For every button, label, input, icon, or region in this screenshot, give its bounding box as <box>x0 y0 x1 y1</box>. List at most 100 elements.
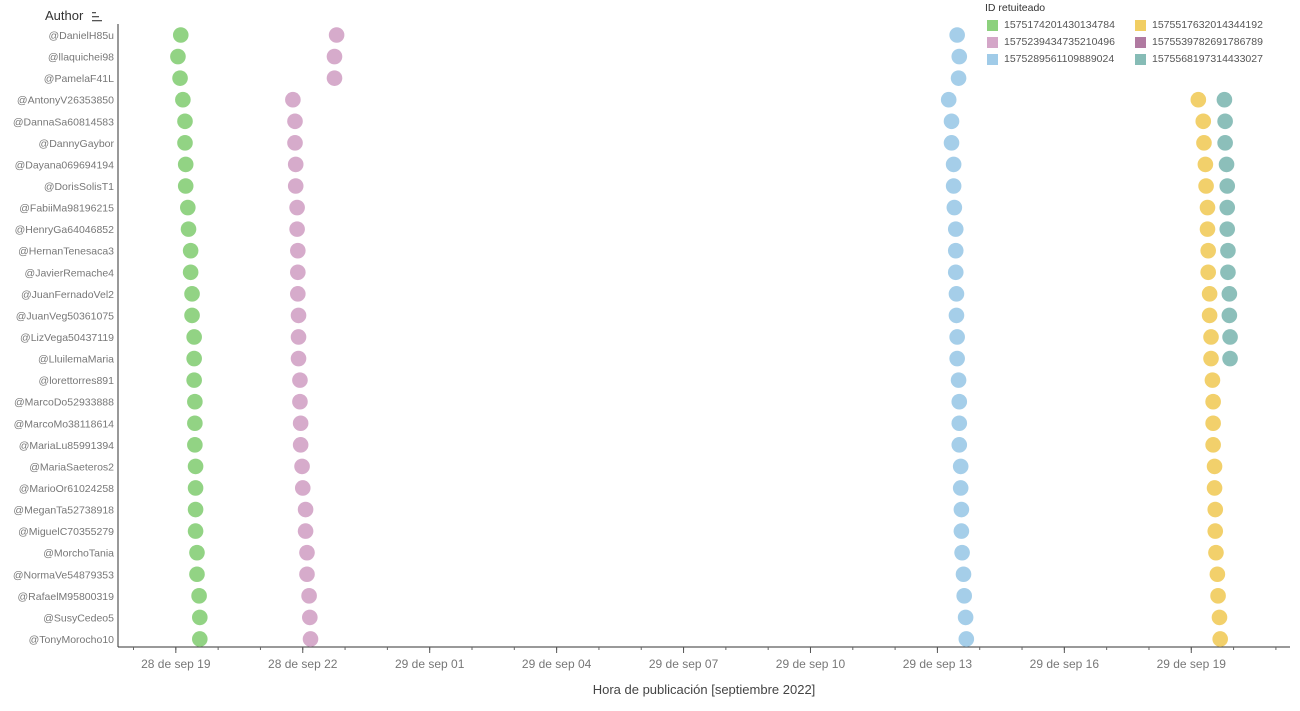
data-point-1575568197314433027-@LizVega50437119[interactable] <box>1222 329 1238 345</box>
data-point-1575289561109889024-@TonyMorocho10[interactable] <box>958 631 975 647</box>
data-point-1575239434735210496-@LluilemaMaria[interactable] <box>290 350 307 367</box>
data-point-1575174201430134784-@DannaSa60814583[interactable] <box>177 113 193 130</box>
data-point-1575174201430134784-@MorchoTania[interactable] <box>189 544 205 561</box>
legend-item[interactable]: 1575517632014344192 <box>1135 19 1263 31</box>
data-point-1575239434735210496-@PamelaF41L[interactable] <box>326 70 343 86</box>
data-point-1575289561109889024-@JuanVeg50361075[interactable] <box>948 307 965 324</box>
data-point-1575239434735210496-@MiguelC70355279[interactable] <box>297 523 314 539</box>
data-point-1575239434735210496-@RafaelM95800319[interactable] <box>301 588 317 604</box>
data-point-1575289561109889024-@AntonyV26353850[interactable] <box>940 91 957 108</box>
data-point-1575568197314433027-@LluilemaMaria[interactable] <box>1222 350 1238 367</box>
data-point-1575239434735210496-@DannyGaybor[interactable] <box>287 135 303 151</box>
data-point-1575517632014344192-@JavierRemache4[interactable] <box>1200 264 1216 281</box>
data-point-1575174201430134784-@LizVega50437119[interactable] <box>186 329 202 345</box>
data-point-1575289561109889024-@MorchoTania[interactable] <box>954 544 970 561</box>
data-point-1575239434735210496-@MarcoDo52933888[interactable] <box>292 393 308 410</box>
data-point-1575568197314433027-@DannaSa60814583[interactable] <box>1217 113 1233 130</box>
legend-item[interactable]: 1575174201430134784 <box>987 19 1115 31</box>
data-point-1575174201430134784-@MariaSaeteros2[interactable] <box>187 458 204 475</box>
data-point-1575289561109889024-@HenryGa64046852[interactable] <box>947 221 964 237</box>
legend-item[interactable]: 1575239434735210496 <box>987 36 1115 48</box>
data-point-1575174201430134784-@MarcoDo52933888[interactable] <box>187 393 203 410</box>
data-point-1575517632014344192-@NormaVe54879353[interactable] <box>1209 566 1226 583</box>
data-point-1575568197314433027-@JavierRemache4[interactable] <box>1220 264 1236 281</box>
data-point-1575174201430134784-@llaquichei98[interactable] <box>170 48 186 65</box>
data-point-1575517632014344192-@MarcoMo38118614[interactable] <box>1205 415 1221 432</box>
data-point-1575289561109889024-@PamelaF41L[interactable] <box>950 70 967 86</box>
data-point-1575517632014344192-@TonyMorocho10[interactable] <box>1212 631 1228 647</box>
data-point-1575174201430134784-@DorisSolisT1[interactable] <box>177 178 194 194</box>
data-point-1575174201430134784-@FabiiMa98196215[interactable] <box>180 199 196 216</box>
data-point-1575239434735210496-@MariaLu85991394[interactable] <box>292 437 309 453</box>
data-point-1575289561109889024-@JuanFernadoVel2[interactable] <box>948 286 965 302</box>
data-point-1575289561109889024-@MariaLu85991394[interactable] <box>951 437 968 453</box>
data-point-1575174201430134784-@AntonyV26353850[interactable] <box>175 91 191 108</box>
data-point-1575517632014344192-@MariaSaeteros2[interactable] <box>1206 458 1223 475</box>
data-point-1575174201430134784-@LluilemaMaria[interactable] <box>186 350 202 367</box>
legend-item[interactable]: 1575289561109889024 <box>987 53 1114 65</box>
data-point-1575174201430134784-@MarioOr61024258[interactable] <box>187 480 204 496</box>
data-point-1575517632014344192-@MeganTa52738918[interactable] <box>1207 501 1224 518</box>
data-point-1575174201430134784-@JuanFernadoVel2[interactable] <box>184 286 200 302</box>
data-point-1575289561109889024-@MarioOr61024258[interactable] <box>952 480 969 496</box>
data-point-1575174201430134784-@DanielH85u[interactable] <box>172 27 189 43</box>
data-point-1575517632014344192-@MarioOr61024258[interactable] <box>1206 480 1223 496</box>
data-point-1575517632014344192-@DannyGaybor[interactable] <box>1196 135 1212 151</box>
data-point-1575289561109889024-@LizVega50437119[interactable] <box>949 329 965 345</box>
data-point-1575517632014344192-@Dayana069694194[interactable] <box>1197 156 1214 173</box>
data-point-1575289561109889024-@MarcoDo52933888[interactable] <box>951 393 968 410</box>
data-point-1575517632014344192-@MariaLu85991394[interactable] <box>1205 437 1221 453</box>
data-point-1575517632014344192-@lorettorres891[interactable] <box>1204 372 1221 388</box>
data-point-1575517632014344192-@HernanTenesaca3[interactable] <box>1200 242 1216 259</box>
data-point-1575289561109889024-@Dayana069694194[interactable] <box>945 156 962 173</box>
data-point-1575174201430134784-@lorettorres891[interactable] <box>186 372 202 388</box>
data-point-1575568197314433027-@DorisSolisT1[interactable] <box>1219 178 1236 194</box>
data-point-1575568197314433027-@HernanTenesaca3[interactable] <box>1220 242 1236 259</box>
data-point-1575174201430134784-@MarcoMo38118614[interactable] <box>187 415 203 432</box>
data-point-1575239434735210496-@TonyMorocho10[interactable] <box>302 631 319 647</box>
data-point-1575239434735210496-@MarioOr61024258[interactable] <box>294 480 311 496</box>
data-point-1575239434735210496-@AntonyV26353850[interactable] <box>285 91 301 108</box>
data-point-1575289561109889024-@HernanTenesaca3[interactable] <box>947 242 964 259</box>
data-point-1575174201430134784-@PamelaF41L[interactable] <box>172 70 188 86</box>
data-point-1575517632014344192-@MorchoTania[interactable] <box>1208 544 1224 561</box>
data-point-1575289561109889024-@FabiiMa98196215[interactable] <box>946 199 963 216</box>
data-point-1575239434735210496-@NormaVe54879353[interactable] <box>299 566 315 583</box>
data-point-1575239434735210496-@Dayana069694194[interactable] <box>287 156 304 173</box>
data-point-1575174201430134784-@MariaLu85991394[interactable] <box>187 437 203 453</box>
data-point-1575239434735210496-@DorisSolisT1[interactable] <box>287 178 304 194</box>
data-point-1575568197314433027-@JuanFernadoVel2[interactable] <box>1221 286 1238 302</box>
data-point-1575289561109889024-@NormaVe54879353[interactable] <box>955 566 972 583</box>
data-point-1575239434735210496-@MeganTa52738918[interactable] <box>297 501 314 518</box>
data-point-1575174201430134784-@MeganTa52738918[interactable] <box>187 501 204 518</box>
data-point-1575174201430134784-@SusyCedeo5[interactable] <box>192 609 208 626</box>
data-point-1575239434735210496-@SusyCedeo5[interactable] <box>302 609 318 626</box>
data-point-1575239434735210496-@MarcoMo38118614[interactable] <box>292 415 309 432</box>
data-point-1575239434735210496-@DannaSa60814583[interactable] <box>287 113 303 130</box>
data-point-1575289561109889024-@llaquichei98[interactable] <box>951 48 968 65</box>
data-point-1575568197314433027-@DannyGaybor[interactable] <box>1217 135 1233 151</box>
sort-icon[interactable] <box>92 10 102 22</box>
data-point-1575174201430134784-@JuanVeg50361075[interactable] <box>184 307 200 324</box>
data-point-1575289561109889024-@RafaelM95800319[interactable] <box>956 588 973 604</box>
data-point-1575289561109889024-@MeganTa52738918[interactable] <box>953 501 970 518</box>
data-point-1575289561109889024-@SusyCedeo5[interactable] <box>957 609 974 626</box>
data-point-1575239434735210496-@MorchoTania[interactable] <box>299 544 315 561</box>
data-point-1575174201430134784-@MiguelC70355279[interactable] <box>187 523 204 539</box>
data-point-1575174201430134784-@HenryGa64046852[interactable] <box>180 221 197 237</box>
data-point-1575517632014344192-@AntonyV26353850[interactable] <box>1190 91 1207 108</box>
data-point-1575289561109889024-@DannyGaybor[interactable] <box>943 135 960 151</box>
data-point-1575289561109889024-@LluilemaMaria[interactable] <box>949 350 965 367</box>
data-point-1575517632014344192-@RafaelM95800319[interactable] <box>1210 588 1226 604</box>
data-point-1575239434735210496-@MariaSaeteros2[interactable] <box>294 458 310 475</box>
data-point-1575239434735210496-@JavierRemache4[interactable] <box>290 264 306 281</box>
data-point-1575517632014344192-@SusyCedeo5[interactable] <box>1211 609 1228 626</box>
data-point-1575239434735210496-@JuanFernadoVel2[interactable] <box>290 286 306 302</box>
data-point-1575517632014344192-@DannaSa60814583[interactable] <box>1195 113 1212 130</box>
data-point-1575174201430134784-@JavierRemache4[interactable] <box>182 264 199 281</box>
data-point-1575517632014344192-@LizVega50437119[interactable] <box>1203 329 1219 345</box>
data-point-1575289561109889024-@JavierRemache4[interactable] <box>947 264 964 281</box>
data-point-1575174201430134784-@TonyMorocho10[interactable] <box>192 631 208 647</box>
data-point-1575239434735210496-@HernanTenesaca3[interactable] <box>290 242 306 259</box>
data-point-1575568197314433027-@JuanVeg50361075[interactable] <box>1221 307 1238 324</box>
